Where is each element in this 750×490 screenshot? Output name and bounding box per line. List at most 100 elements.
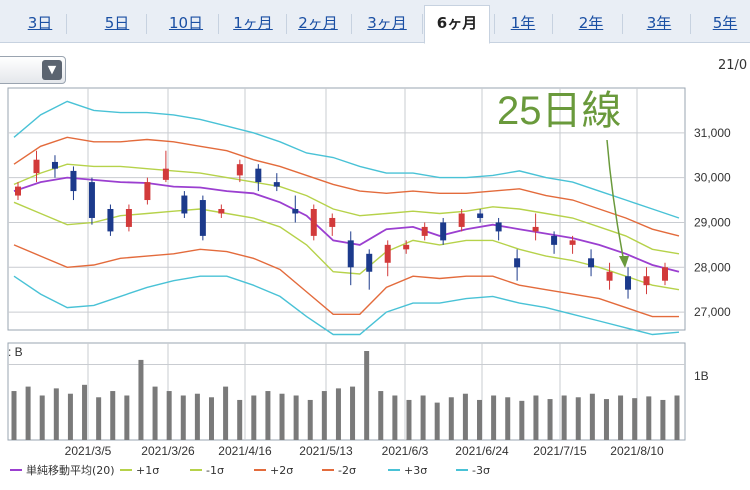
candle-body bbox=[15, 186, 21, 196]
candle-body bbox=[107, 209, 114, 232]
candle-body bbox=[255, 168, 262, 183]
tab-4[interactable]: 1ヶ月 bbox=[233, 14, 273, 32]
tab-3[interactable]: 10日 bbox=[168, 14, 204, 32]
candle-body bbox=[384, 244, 391, 263]
x-tick-label: 2021/8/10 bbox=[610, 444, 664, 458]
volume-bar bbox=[575, 397, 581, 440]
candle-body bbox=[199, 200, 206, 236]
candle-body bbox=[421, 226, 428, 236]
candle-body bbox=[181, 195, 188, 214]
volume-bar bbox=[82, 384, 88, 440]
annotation-25day-line: 25日線 bbox=[497, 89, 622, 133]
volume-bar bbox=[166, 391, 172, 440]
volume-bar bbox=[279, 393, 285, 440]
volume-bar bbox=[124, 395, 130, 440]
tab-2[interactable]: 5日 bbox=[104, 14, 130, 32]
tab-7[interactable]: 6ヶ月 bbox=[424, 5, 490, 44]
y-tick-label: 31,000 bbox=[694, 126, 731, 140]
volume-bar bbox=[152, 386, 158, 440]
volume-bar bbox=[180, 395, 186, 440]
x-tick-label: 2021/5/13 bbox=[299, 444, 353, 458]
series-line-単純移動平均(20) bbox=[13, 176, 680, 273]
volume-bar bbox=[251, 395, 257, 440]
volume-bar bbox=[632, 398, 638, 440]
legend-label: +3σ bbox=[404, 464, 427, 477]
tab-separator bbox=[218, 14, 219, 34]
volume-bar bbox=[293, 395, 299, 440]
volume-tick-label: 1B bbox=[694, 369, 709, 383]
volume-bar bbox=[477, 399, 483, 440]
volume-bar bbox=[96, 397, 102, 440]
volume-panel bbox=[7, 342, 686, 441]
series-line--1σ bbox=[13, 201, 680, 291]
tab-separator bbox=[552, 14, 553, 34]
candle-body bbox=[329, 217, 336, 227]
y-tick-label: 27,000 bbox=[694, 305, 731, 319]
tab-separator bbox=[286, 14, 287, 34]
price-panel bbox=[7, 87, 686, 331]
candle-body bbox=[144, 182, 151, 201]
tab-separator bbox=[622, 14, 623, 34]
candle-body bbox=[292, 209, 299, 214]
tab-11[interactable]: 5年 bbox=[712, 14, 738, 32]
candle-body bbox=[310, 209, 317, 236]
tab-separator bbox=[146, 14, 147, 34]
volume-bar bbox=[561, 395, 567, 440]
candle-body bbox=[162, 168, 169, 180]
tab-separator bbox=[494, 14, 495, 34]
candle-body bbox=[514, 258, 521, 268]
tab-1[interactable]: 3日 bbox=[27, 14, 53, 32]
series-line-+1σ bbox=[13, 163, 680, 255]
legend-label: 単純移動平均(20) bbox=[26, 463, 115, 477]
candle-body bbox=[218, 209, 225, 214]
volume-bar bbox=[589, 393, 595, 440]
tab-separator bbox=[690, 14, 691, 34]
candle-body bbox=[477, 213, 484, 218]
volume-bar bbox=[462, 393, 468, 440]
candle-body bbox=[551, 235, 558, 245]
volume-bar bbox=[11, 391, 17, 440]
series-line-+3σ bbox=[13, 100, 680, 219]
volume-bar bbox=[53, 388, 59, 440]
tab-5[interactable]: 2ヶ月 bbox=[298, 14, 338, 32]
candle-body bbox=[366, 253, 373, 272]
volume-bar bbox=[660, 399, 666, 440]
x-tick-label: 2021/6/3 bbox=[382, 444, 429, 458]
tab-10[interactable]: 3年 bbox=[646, 14, 672, 32]
candle-body bbox=[458, 213, 465, 227]
candle-body bbox=[495, 222, 502, 232]
series-line--3σ bbox=[13, 275, 680, 336]
volume-bar bbox=[194, 393, 200, 440]
x-tick-label: 2021/3/5 bbox=[65, 444, 112, 458]
candle-body bbox=[440, 222, 447, 241]
legend-label: -3σ bbox=[472, 464, 490, 477]
tab-separator bbox=[351, 14, 352, 34]
volume-bar bbox=[237, 399, 243, 440]
volume-bar bbox=[406, 399, 412, 440]
volume-bar bbox=[434, 402, 440, 440]
legend-label: +1σ bbox=[136, 464, 159, 477]
tab-9[interactable]: 2年 bbox=[578, 14, 604, 32]
annotation-arrowhead bbox=[619, 256, 629, 268]
candle-body bbox=[70, 170, 77, 192]
volume-bar bbox=[491, 395, 497, 440]
volume-bar bbox=[646, 396, 652, 440]
x-tick-label: 2021/6/24 bbox=[455, 444, 509, 458]
y-tick-label: 28,000 bbox=[694, 260, 731, 274]
candle-body bbox=[606, 271, 613, 281]
tab-6[interactable]: 3ヶ月 bbox=[367, 14, 407, 32]
x-tick-label: 2021/4/16 bbox=[218, 444, 272, 458]
volume-bar bbox=[39, 395, 45, 440]
candle-body bbox=[532, 226, 539, 232]
chart-type-dropdown[interactable]: ▼ bbox=[0, 56, 66, 84]
volume-bar bbox=[618, 395, 624, 440]
candle-body bbox=[88, 182, 95, 218]
volume-bar bbox=[208, 397, 214, 440]
chevron-down-icon: ▼ bbox=[42, 60, 62, 80]
tab-8[interactable]: 1年 bbox=[510, 14, 536, 32]
legend-label: -1σ bbox=[206, 464, 224, 477]
volume-label: : B bbox=[8, 345, 23, 359]
volume-bar bbox=[25, 386, 31, 440]
volume-bar bbox=[335, 388, 341, 440]
